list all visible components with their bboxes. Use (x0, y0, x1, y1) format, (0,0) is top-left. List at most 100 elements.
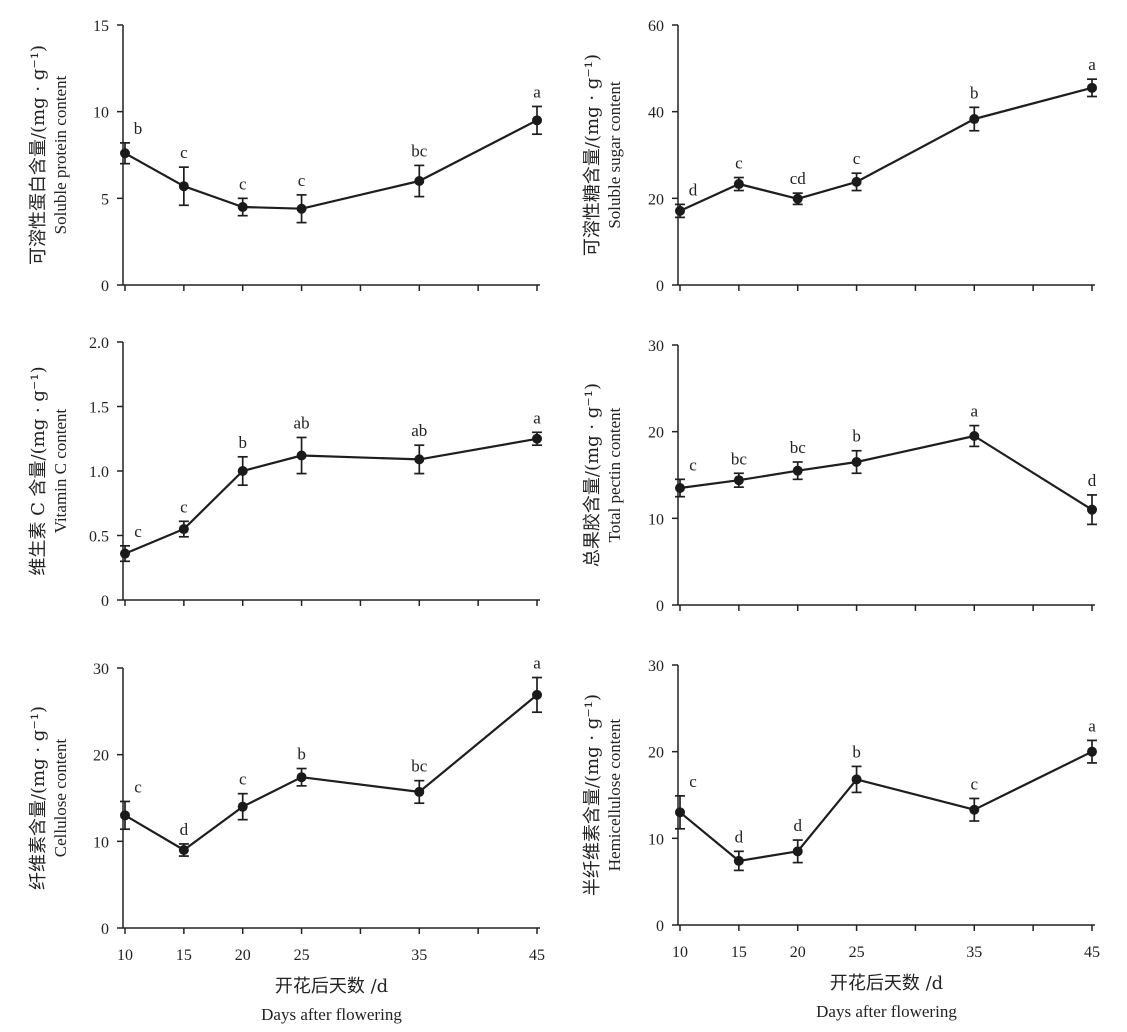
significance-letter: c (689, 772, 697, 791)
y-tick-label: 1.5 (89, 400, 109, 417)
y-axis-title-en: Hemicellulose content (605, 718, 624, 871)
significance-letter: b (297, 745, 306, 764)
y-tick-label: 5 (101, 191, 109, 208)
data-point (237, 801, 248, 812)
x-tick-label: 25 (294, 947, 310, 964)
significance-letter: b (238, 433, 247, 452)
y-axis-title-en: Cellulose content (51, 738, 70, 857)
y-tick-label: 10 (93, 834, 109, 851)
series-line (679, 434, 1093, 511)
data-point (675, 807, 685, 818)
data-point (414, 454, 425, 465)
data-point (792, 846, 803, 857)
data-point (532, 433, 542, 444)
y-axis-title-cn: 可溶性糖含量/(mg · g⁻¹) (582, 54, 603, 256)
data-point (733, 855, 744, 866)
significance-letter: ab (294, 413, 310, 432)
data-point (296, 203, 307, 214)
data-point (1087, 82, 1097, 93)
x-tick-label: 20 (790, 944, 806, 961)
data-point (969, 804, 980, 815)
data-point (851, 176, 862, 187)
data-point (792, 465, 803, 476)
data-point (1087, 504, 1097, 515)
data-point (851, 774, 862, 785)
y-axis-title-en: Soluble protein content (51, 75, 70, 234)
significance-letter: c (735, 154, 743, 173)
x-tick-label: 45 (1084, 944, 1100, 961)
series-line (679, 750, 1093, 863)
data-point (237, 466, 248, 476)
x-tick-label: 25 (849, 944, 865, 961)
significance-letter: c (134, 522, 142, 541)
data-point (178, 524, 189, 535)
data-point (733, 179, 744, 190)
data-point (414, 786, 425, 797)
data-point (675, 483, 685, 493)
significance-letter: d (180, 820, 189, 839)
y-tick-label: 40 (648, 105, 664, 122)
y-tick-label: 10 (648, 831, 664, 848)
data-point (414, 176, 425, 186)
significance-letter: b (852, 427, 861, 446)
y-axis-title-en: Vitamin C content (51, 408, 70, 533)
data-point (851, 457, 862, 467)
significance-letter: a (533, 654, 541, 673)
x-axis-title-cn: 开花后天数 /d (830, 973, 943, 994)
y-tick-label: 20 (648, 191, 664, 208)
x-axis-title-cn: 开花后天数 /d (275, 976, 388, 997)
significance-letter: a (1088, 55, 1096, 74)
significance-letter: d (1088, 471, 1097, 490)
y-tick-label: 10 (648, 511, 664, 528)
data-point (296, 772, 307, 783)
significance-letter: c (239, 770, 247, 789)
y-axis-title-cn: 维生素 C 含量/(mg · g⁻¹) (28, 366, 49, 575)
x-tick-label: 10 (117, 947, 133, 964)
significance-letter: c (853, 149, 861, 168)
data-point (532, 115, 542, 126)
data-point (120, 810, 130, 821)
data-point (1087, 746, 1097, 757)
significance-letter: a (1088, 716, 1096, 735)
y-tick-label: 30 (648, 658, 664, 675)
y-axis-title-cn: 半纤维素含量/(mg · g⁻¹) (582, 694, 603, 896)
y-axis-title-cn: 总果胶含量/(mg · g⁻¹) (582, 383, 603, 567)
data-point (969, 114, 980, 125)
series-line (124, 694, 538, 852)
y-tick-label: 0 (101, 921, 109, 938)
x-tick-label: 35 (966, 944, 982, 961)
y-tick-label: 20 (648, 745, 664, 762)
y-tick-label: 1.0 (89, 464, 109, 481)
significance-letter: c (180, 143, 188, 162)
significance-letter: cd (790, 169, 807, 188)
significance-letter: a (971, 402, 979, 421)
chart-panel-2: 0 20 40 60 d c cd c b a 可溶性糖含量/(mg · g⁻¹) Soluble s… (582, 18, 1097, 295)
data-point (733, 475, 744, 486)
x-axis-title-en: Days after flowering (261, 1005, 402, 1024)
significance-letter: bc (411, 757, 428, 776)
significance-letter: a (533, 408, 541, 427)
data-point (120, 548, 130, 559)
data-point (237, 202, 248, 212)
y-axis-title-cn: 纤维素含量/(mg · g⁻¹) (28, 706, 49, 890)
significance-letter: a (533, 82, 541, 101)
data-point (178, 845, 189, 855)
x-tick-label: 10 (672, 944, 688, 961)
significance-letter: c (689, 455, 697, 474)
data-point (792, 193, 803, 204)
chart-panel-3: 0 0.5 1.0 1.5 2.0 c c b ab ab a 维生素 C 含量/(mg · g⁻¹)… (28, 335, 542, 610)
significance-letter: b (852, 742, 861, 761)
y-tick-label: 60 (648, 18, 664, 35)
y-tick-label: 30 (93, 661, 109, 678)
data-point (675, 205, 685, 216)
significance-letter: c (971, 774, 979, 793)
x-tick-label: 15 (731, 944, 747, 961)
significance-letter: c (180, 497, 188, 516)
y-tick-label: 0 (656, 598, 664, 615)
y-axis-title-en: Soluble sugar content (605, 81, 624, 229)
significance-letter: d (689, 180, 698, 199)
data-point (969, 431, 980, 441)
data-point (532, 689, 542, 700)
